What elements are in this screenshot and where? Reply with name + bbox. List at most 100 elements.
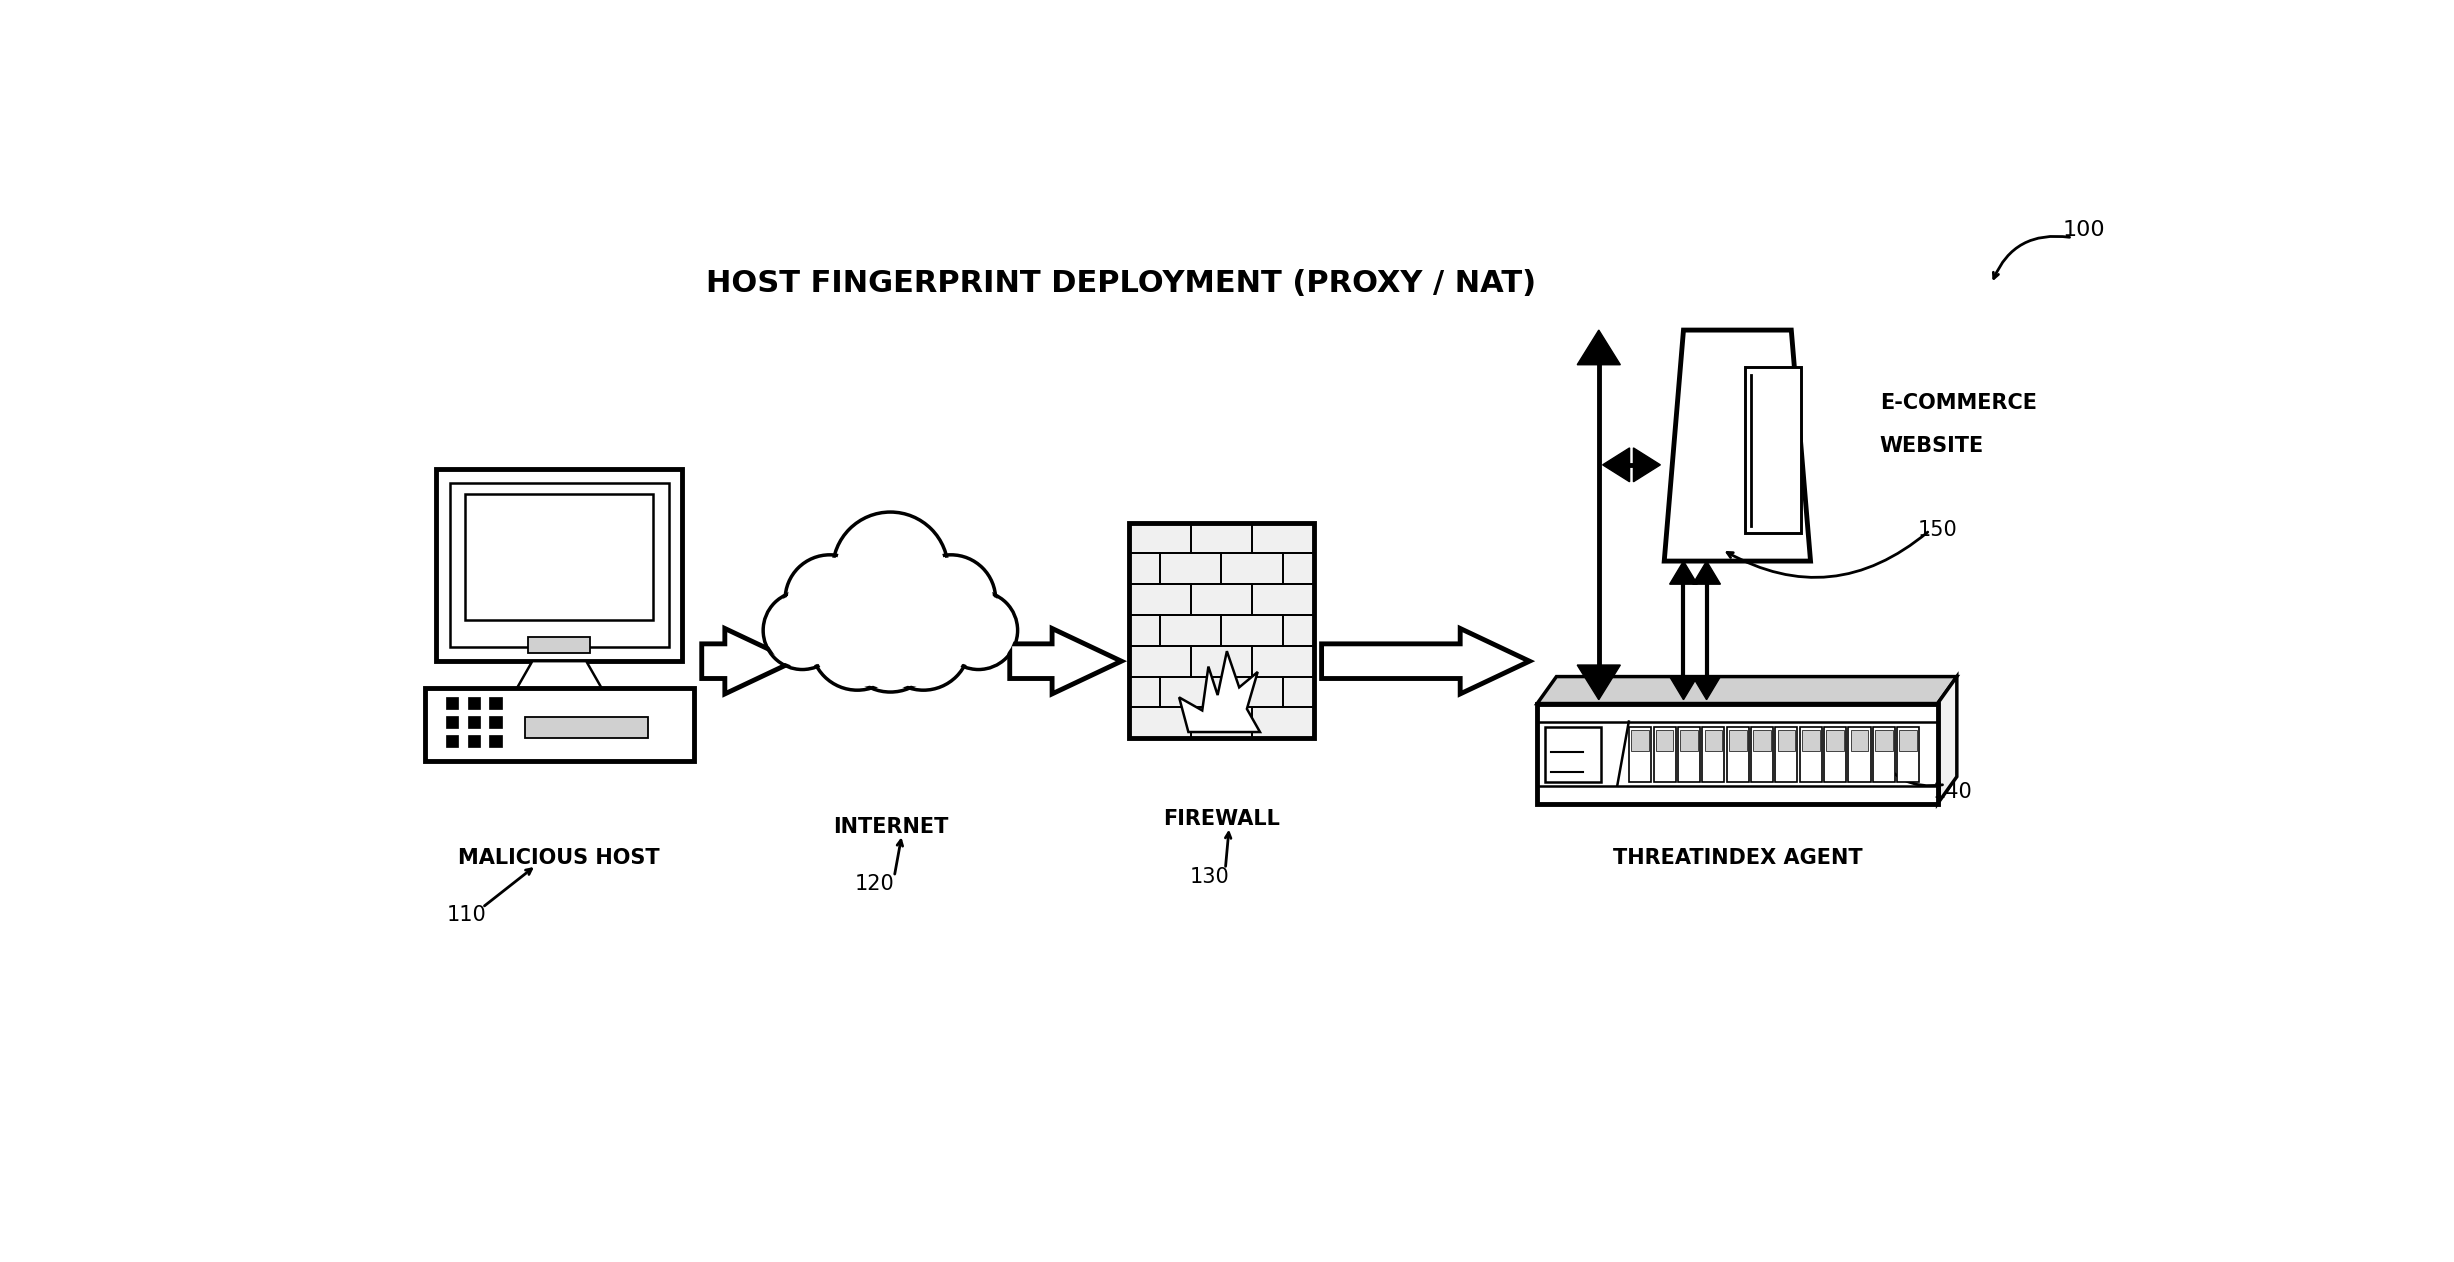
Bar — [1129, 522, 1313, 738]
Polygon shape — [1578, 331, 1620, 365]
Bar — [1875, 731, 1892, 751]
Bar — [1752, 727, 1774, 781]
Text: 130: 130 — [1190, 867, 1229, 887]
Bar — [1823, 727, 1845, 781]
Bar — [1161, 676, 1222, 708]
Circle shape — [810, 597, 903, 690]
Bar — [1222, 676, 1283, 708]
Bar — [1777, 731, 1796, 751]
Text: THREATINDEX AGENT: THREATINDEX AGENT — [1612, 848, 1863, 867]
Polygon shape — [1939, 676, 1956, 804]
Polygon shape — [1693, 562, 1720, 584]
Bar — [1252, 522, 1313, 553]
Polygon shape — [1323, 628, 1529, 694]
Bar — [1190, 708, 1252, 738]
Bar — [1679, 727, 1701, 781]
Bar — [1728, 727, 1750, 781]
Bar — [1190, 522, 1252, 553]
Bar — [1222, 615, 1283, 646]
Circle shape — [842, 596, 940, 692]
Circle shape — [908, 558, 994, 641]
Text: MALICIOUS HOST: MALICIOUS HOST — [459, 848, 660, 867]
Bar — [1681, 731, 1698, 751]
Polygon shape — [1009, 628, 1121, 694]
Polygon shape — [1178, 651, 1259, 732]
Bar — [1283, 676, 1313, 708]
Bar — [469, 716, 481, 728]
Circle shape — [785, 555, 874, 645]
Bar — [1686, 588, 1703, 673]
Bar — [1752, 731, 1772, 751]
Bar — [488, 716, 501, 728]
Bar — [1706, 731, 1723, 751]
Bar — [1222, 553, 1283, 584]
Text: 140: 140 — [1934, 782, 1973, 803]
Bar — [466, 495, 653, 621]
Polygon shape — [1664, 331, 1811, 562]
Bar — [1774, 727, 1796, 781]
Text: 150: 150 — [1917, 520, 1958, 540]
Bar — [525, 717, 648, 738]
Circle shape — [766, 593, 839, 668]
Polygon shape — [702, 628, 795, 694]
Bar — [1283, 615, 1313, 646]
Circle shape — [876, 597, 969, 690]
Polygon shape — [1536, 676, 1956, 703]
Bar — [488, 697, 501, 709]
Bar — [488, 734, 501, 747]
Circle shape — [832, 512, 947, 627]
Bar — [1129, 708, 1190, 738]
Bar — [1897, 727, 1919, 781]
Polygon shape — [1602, 448, 1629, 482]
Bar — [1536, 703, 1939, 804]
Bar — [1801, 731, 1818, 751]
Bar — [1252, 584, 1313, 615]
Polygon shape — [1693, 676, 1720, 699]
Bar — [1730, 731, 1747, 751]
Circle shape — [815, 599, 901, 688]
Bar — [1129, 615, 1161, 646]
Bar — [447, 716, 459, 728]
Bar — [1703, 727, 1725, 781]
Bar — [1129, 646, 1190, 676]
Circle shape — [844, 598, 935, 689]
Circle shape — [837, 515, 945, 625]
Polygon shape — [1669, 562, 1698, 584]
Polygon shape — [1578, 665, 1620, 699]
Bar — [1629, 727, 1652, 781]
Polygon shape — [518, 661, 601, 688]
Bar — [1129, 522, 1190, 553]
Bar — [1850, 731, 1867, 751]
Circle shape — [788, 558, 871, 641]
Bar — [425, 688, 694, 761]
Bar — [1745, 367, 1801, 534]
Bar — [1190, 584, 1252, 615]
Text: 100: 100 — [2061, 220, 2106, 240]
Bar — [469, 697, 481, 709]
Text: HOST FINGERPRINT DEPLOYMENT (PROXY / NAT): HOST FINGERPRINT DEPLOYMENT (PROXY / NAT… — [707, 269, 1536, 298]
Bar — [1129, 584, 1190, 615]
Circle shape — [879, 599, 967, 688]
Text: WEBSITE: WEBSITE — [1880, 435, 1985, 456]
Text: 120: 120 — [854, 875, 896, 895]
Bar — [1161, 615, 1222, 646]
Text: E-COMMERCE: E-COMMERCE — [1880, 394, 2037, 413]
Bar — [1252, 708, 1313, 738]
Polygon shape — [1669, 676, 1698, 699]
Bar — [528, 636, 589, 654]
Bar — [1656, 731, 1674, 751]
Bar — [1546, 727, 1600, 781]
Text: 110: 110 — [447, 905, 486, 925]
Bar — [469, 734, 481, 747]
Bar — [437, 468, 682, 661]
Bar — [1899, 731, 1917, 751]
Circle shape — [763, 592, 842, 670]
Bar — [1129, 676, 1161, 708]
Circle shape — [940, 592, 1018, 670]
Bar — [1129, 553, 1161, 584]
Bar — [1252, 646, 1313, 676]
Circle shape — [942, 593, 1016, 668]
Bar — [1799, 727, 1821, 781]
Bar — [1872, 727, 1894, 781]
Circle shape — [906, 555, 996, 645]
